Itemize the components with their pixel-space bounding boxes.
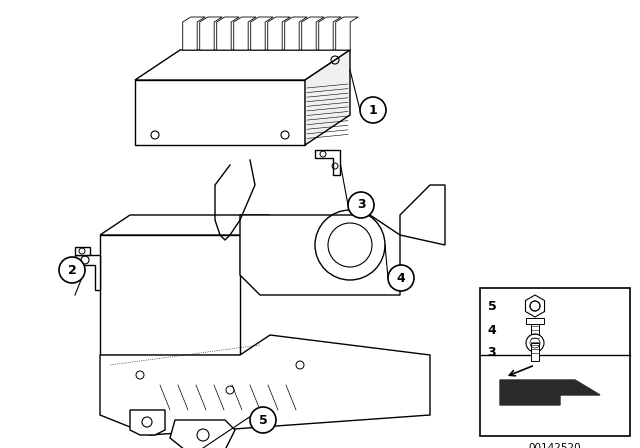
Polygon shape — [315, 150, 340, 175]
Bar — [531, 343, 539, 361]
Polygon shape — [285, 17, 307, 50]
Polygon shape — [268, 17, 290, 50]
Polygon shape — [251, 17, 273, 50]
Text: 5: 5 — [259, 414, 268, 426]
Polygon shape — [234, 17, 256, 50]
Circle shape — [348, 192, 374, 218]
Bar — [480, 288, 630, 436]
Polygon shape — [526, 318, 544, 324]
Text: 2: 2 — [68, 263, 76, 276]
Polygon shape — [135, 50, 350, 80]
Bar — [531, 324, 539, 346]
Circle shape — [530, 301, 540, 311]
Polygon shape — [100, 335, 430, 435]
Polygon shape — [400, 185, 445, 245]
Circle shape — [250, 407, 276, 433]
Circle shape — [59, 257, 85, 283]
Text: 3: 3 — [488, 346, 496, 359]
Polygon shape — [319, 17, 341, 50]
Polygon shape — [100, 235, 240, 355]
Polygon shape — [100, 215, 270, 235]
Text: 1: 1 — [369, 103, 378, 116]
Polygon shape — [500, 380, 600, 405]
Polygon shape — [336, 17, 358, 50]
Polygon shape — [135, 80, 305, 145]
Polygon shape — [183, 17, 205, 50]
Polygon shape — [200, 17, 222, 50]
Circle shape — [388, 265, 414, 291]
Text: 4: 4 — [397, 271, 405, 284]
Circle shape — [360, 97, 386, 123]
Polygon shape — [240, 215, 400, 295]
Text: 3: 3 — [356, 198, 365, 211]
Text: 00142520: 00142520 — [529, 443, 581, 448]
Polygon shape — [301, 17, 324, 50]
Polygon shape — [305, 50, 350, 145]
Polygon shape — [525, 295, 545, 317]
Polygon shape — [217, 17, 239, 50]
Polygon shape — [130, 410, 165, 435]
Polygon shape — [75, 247, 90, 255]
Polygon shape — [75, 255, 100, 290]
Text: 4: 4 — [488, 323, 497, 336]
Text: 5: 5 — [488, 300, 497, 313]
Circle shape — [526, 334, 544, 352]
Polygon shape — [170, 420, 235, 448]
